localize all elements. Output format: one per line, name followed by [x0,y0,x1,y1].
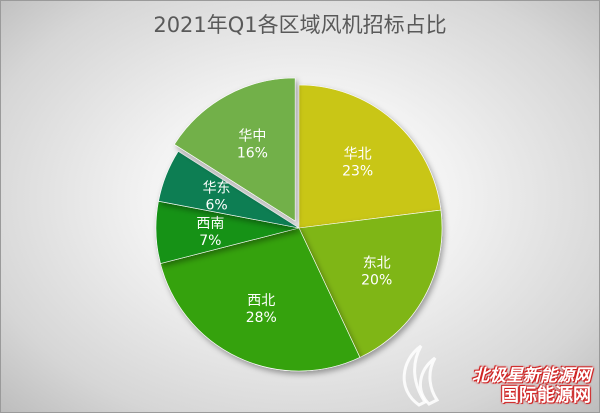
slice-value-3: 7% [199,233,221,249]
slice-category-2: 西北 [247,293,275,309]
pie-slice-4 [158,150,300,229]
pie-slice-5 [173,77,296,222]
slice-value-4: 6% [205,197,227,213]
slice-category-1: 东北 [363,256,391,272]
slice-label-3: 西南 7% [196,216,224,249]
watermark: 北极星新能源网 国际能源网 [472,366,591,406]
slice-label-4: 华东 6% [203,180,231,213]
slice-label-1: 东北 20% [361,256,392,289]
chart-title: 2021年Q1各区域风机招标占比 [153,13,447,37]
watermark-line-1: 北极星新能源网 [472,366,591,386]
slice-value-1: 20% [361,273,392,289]
slice-label-2: 西北 28% [246,293,277,326]
slice-label-5: 华中 16% [237,128,268,161]
slice-label-0: 华北 23% [342,146,373,179]
slice-category-5: 华中 [238,128,266,144]
slice-value-2: 28% [246,310,277,326]
pie-slice-0 [298,84,442,229]
slice-category-0: 华北 [344,146,372,162]
pie-slice-1 [298,209,443,358]
slice-category-4: 华东 [203,180,231,196]
pie-slice-2 [160,227,361,372]
slice-value-5: 16% [237,145,268,161]
slice-category-3: 西南 [196,216,224,232]
watermark-logo-swirl [402,344,440,407]
slice-value-0: 23% [342,163,373,179]
watermark-line-2: 国际能源网 [501,385,591,406]
